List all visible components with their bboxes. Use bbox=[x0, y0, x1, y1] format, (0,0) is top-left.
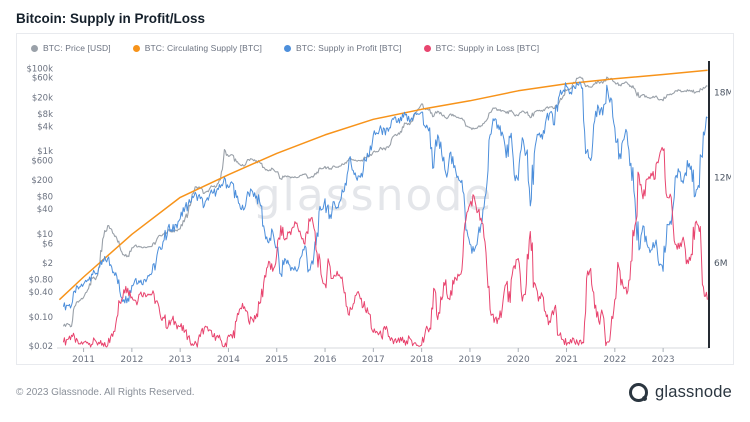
y-left-label: $0.02 bbox=[29, 342, 53, 352]
y-left-label: $6 bbox=[42, 239, 53, 249]
series-dot-icon bbox=[283, 44, 291, 52]
x-axis-label: 2019 bbox=[458, 355, 481, 365]
y-left-label: $20k bbox=[32, 93, 53, 103]
series-dot-icon bbox=[132, 44, 140, 52]
footer: © 2023 Glassnode. All Rights Reserved. g… bbox=[0, 377, 750, 407]
y-right-label: 12M bbox=[714, 174, 731, 184]
footer-copyright: © 2023 Glassnode. All Rights Reserved. bbox=[16, 386, 195, 398]
x-axis-label: 2018 bbox=[410, 355, 433, 365]
series-dot-icon bbox=[423, 44, 431, 52]
y-left-label: $10 bbox=[37, 230, 53, 240]
x-axis-label: 2012 bbox=[120, 355, 143, 365]
y-right-label: 6M bbox=[714, 259, 728, 269]
y-left-label: $600 bbox=[31, 156, 53, 166]
legend-item-label: BTC: Price [USD] bbox=[43, 43, 111, 53]
series-btc-circulating-supply-btc-line bbox=[58, 69, 708, 301]
series-btc-supply-in-loss-btc-line bbox=[62, 146, 708, 348]
x-axis-label: 2023 bbox=[652, 355, 675, 365]
y-right-label: 18M bbox=[714, 88, 731, 98]
x-axis-label: 2017 bbox=[362, 355, 385, 365]
chart-card: BTC: Price [USD] BTC: Circulating Supply … bbox=[16, 33, 734, 365]
series-dot-icon bbox=[31, 44, 38, 52]
y-left-label: $200 bbox=[31, 176, 53, 186]
x-axis-label: 2011 bbox=[72, 355, 95, 365]
legend-item-btc-circulating-supply-btc[interactable]: BTC: Circulating Supply [BTC] bbox=[132, 43, 262, 53]
legend-item-btc-supply-in-profit-btc[interactable]: BTC: Supply in Profit [BTC] bbox=[283, 43, 402, 53]
y-left-label: $0.80 bbox=[29, 276, 53, 286]
chart-canvas[interactable]: glassnode 2011 2012 2013 2014 2015 2016 2017 201… bbox=[17, 58, 733, 366]
watermark: glassnode bbox=[253, 170, 494, 221]
page-title: Bitcoin: Supply in Profit/Loss bbox=[16, 11, 205, 26]
y-left-label: $80 bbox=[37, 193, 53, 203]
y-left-label: $100k bbox=[26, 64, 53, 74]
legend-item-label: BTC: Supply in Profit [BTC] bbox=[295, 43, 402, 53]
legend-item-btc-supply-in-loss-btc[interactable]: BTC: Supply in Loss [BTC] bbox=[423, 43, 540, 53]
y-left-label: $0.40 bbox=[29, 288, 53, 298]
x-axis-label: 2015 bbox=[265, 355, 288, 365]
x-axis-label: 2016 bbox=[314, 355, 337, 365]
y-left-label: $0.10 bbox=[29, 313, 53, 323]
series-btc-supply-in-profit-btc-line bbox=[62, 81, 708, 311]
y-left-label: $40 bbox=[37, 205, 53, 215]
x-axis-label: 2014 bbox=[217, 355, 240, 365]
legend-item-label: BTC: Circulating Supply [BTC] bbox=[144, 43, 262, 53]
legend-item-btc-price-usd[interactable]: BTC: Price [USD] bbox=[31, 43, 111, 53]
y-left-label: $8k bbox=[37, 110, 53, 120]
glassnode-brand-name: glassnode bbox=[654, 382, 732, 401]
series-btc-price-usd-line bbox=[62, 76, 708, 328]
y-left-label: $4k bbox=[37, 122, 53, 132]
y-left-label: $60k bbox=[32, 74, 53, 84]
y-left-label: $2 bbox=[42, 259, 53, 269]
x-axis-label: 2020 bbox=[507, 355, 530, 365]
x-axis-label: 2013 bbox=[169, 355, 192, 365]
glassnode-ring-icon bbox=[628, 382, 648, 402]
chart-legend: BTC: Price [USD] BTC: Circulating Supply … bbox=[17, 34, 733, 58]
y-left-label: $1k bbox=[37, 147, 53, 157]
x-axis-label: 2022 bbox=[603, 355, 626, 365]
legend-item-label: BTC: Supply in Loss [BTC] bbox=[435, 43, 540, 53]
x-axis-label: 2021 bbox=[555, 355, 578, 365]
glassnode-logo[interactable]: glassnode bbox=[628, 382, 732, 402]
